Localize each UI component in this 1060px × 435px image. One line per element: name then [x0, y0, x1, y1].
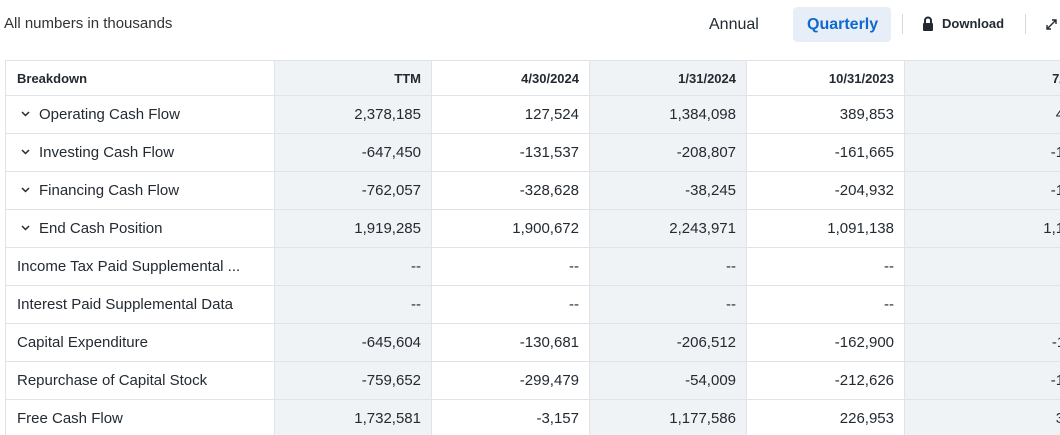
value-cell: 331,199 [904, 399, 1060, 435]
value-cell: -145,511 [904, 323, 1060, 362]
row-label: End Cash Position [39, 220, 163, 237]
row-label: Income Tax Paid Supplemental ... [17, 258, 241, 275]
value-cell: 1,919,285 [274, 209, 432, 248]
value-cell: -- [431, 285, 590, 324]
separator [1025, 14, 1026, 34]
value-cell: -647,450 [274, 133, 432, 172]
expand-icon[interactable] [1045, 18, 1058, 31]
value-cell: 1,177,586 [589, 399, 747, 435]
value-cell: 2,243,971 [589, 209, 747, 248]
cash-flow-table: Breakdown TTM 4/30/2024 1/31/2024 10/31/2023… [5, 60, 1060, 435]
row-label: Repurchase of Capital Stock [17, 372, 208, 389]
value-cell: 476,710 [904, 95, 1060, 134]
value-cell: 127,524 [431, 95, 590, 134]
expand-chevron[interactable] [19, 185, 33, 195]
value-cell: -190,252 [904, 171, 1060, 210]
row-label-cell: Interest Paid Supplemental Data [5, 285, 275, 324]
table-row: Income Tax Paid Supplemental ... -- -- -- --… [5, 247, 1060, 286]
value-cell: -162,900 [746, 323, 905, 362]
value-cell: -208,807 [589, 133, 747, 172]
column-header: 1/31/2024 [589, 60, 747, 96]
row-label-cell: Repurchase of Capital Stock [5, 361, 275, 400]
value-cell: -299,479 [431, 361, 590, 400]
row-label: Free Cash Flow [17, 410, 123, 427]
value-cell: -- [746, 285, 905, 324]
value-cell: -- [274, 285, 432, 324]
value-cell: 389,853 [746, 95, 905, 134]
units-note: All numbers in thousands [4, 15, 173, 32]
expand-chevron[interactable] [19, 109, 33, 119]
column-header: Breakdown [5, 60, 275, 96]
value-cell: -145,441 [904, 133, 1060, 172]
row-label-cell: Income Tax Paid Supplemental ... [5, 247, 275, 286]
value-cell: -131,537 [431, 133, 590, 172]
value-cell: 1,900,672 [431, 209, 590, 248]
value-cell: -- [589, 285, 747, 324]
separator [902, 14, 903, 34]
value-cell: -759,652 [274, 361, 432, 400]
column-header: 10/31/2023 [746, 60, 905, 96]
annual-tab[interactable]: Annual [709, 16, 759, 33]
value-cell: -3,157 [431, 399, 590, 435]
value-cell: -193,538 [904, 361, 1060, 400]
value-cell: -328,628 [431, 171, 590, 210]
value-cell: -- [904, 285, 1060, 324]
table-row: Financing Cash Flow -762,057 -328,628 -38,2… [5, 171, 1060, 210]
table-row: Investing Cash Flow -647,450 -131,537 -208,… [5, 133, 1060, 172]
value-cell: 1,091,138 [746, 209, 905, 248]
value-cell: 1,107,530 [904, 209, 1060, 248]
row-label-cell: Investing Cash Flow [5, 133, 275, 172]
table-row: Capital Expenditure -645,604 -130,681 -206,… [5, 323, 1060, 362]
table-row: Interest Paid Supplemental Data---------… [5, 285, 1060, 324]
value-cell: -762,057 [274, 171, 432, 210]
row-label: Financing Cash Flow [39, 182, 180, 199]
value-cell: -645,604 [274, 323, 432, 362]
header-row: Breakdown TTM 4/30/2024 1/31/2024 10/31/2023… [5, 60, 1060, 96]
value-cell: 226,953 [746, 399, 905, 435]
table-row: Free Cash Flow 1,732,581 -3,157 1,177,586 22… [5, 399, 1060, 435]
value-cell: -- [904, 247, 1060, 286]
column-header: 7/31/2023 [904, 60, 1060, 96]
row-label: Operating Cash Flow [39, 106, 180, 123]
download-button[interactable]: Download [942, 16, 1005, 31]
value-cell: -- [274, 247, 432, 286]
row-label: Interest Paid Supplemental Data [17, 296, 233, 313]
table-row: Operating Cash Flow 2,378,185 127,524 1,384… [5, 95, 1060, 134]
column-header: 4/30/2024 [431, 60, 590, 96]
table-row: Repurchase of Capital Stock -759,652 -299,… [5, 361, 1060, 400]
value-cell: -212,626 [746, 361, 905, 400]
column-header: TTM [274, 60, 432, 96]
lock-icon [923, 16, 933, 31]
row-label-cell: Operating Cash Flow [5, 95, 275, 134]
value-cell: -54,009 [589, 361, 747, 400]
value-cell: 1,732,581 [274, 399, 432, 435]
value-cell: 1,384,098 [589, 95, 747, 134]
value-cell: -130,681 [431, 323, 590, 362]
value-cell: -38,245 [589, 171, 747, 210]
row-label-cell: Financing Cash Flow [5, 171, 275, 210]
value-cell: -161,665 [746, 133, 905, 172]
value-cell: 2,378,185 [274, 95, 432, 134]
value-cell: -206,512 [589, 323, 747, 362]
value-cell: -- [746, 247, 905, 286]
expand-chevron[interactable] [19, 147, 33, 157]
row-label: Capital Expenditure [17, 334, 148, 351]
value-cell: -204,932 [746, 171, 905, 210]
table-row: End Cash Position 1,919,285 1,900,672 2,243… [5, 209, 1060, 248]
value-cell: -- [431, 247, 590, 286]
row-label: Investing Cash Flow [39, 144, 175, 161]
row-label-cell: End Cash Position [5, 209, 275, 248]
row-label-cell: Capital Expenditure [5, 323, 275, 362]
row-label-cell: Free Cash Flow [5, 399, 275, 435]
quarterly-tab[interactable]: Quarterly [793, 7, 891, 42]
value-cell: -- [589, 247, 747, 286]
expand-chevron[interactable] [19, 223, 33, 233]
